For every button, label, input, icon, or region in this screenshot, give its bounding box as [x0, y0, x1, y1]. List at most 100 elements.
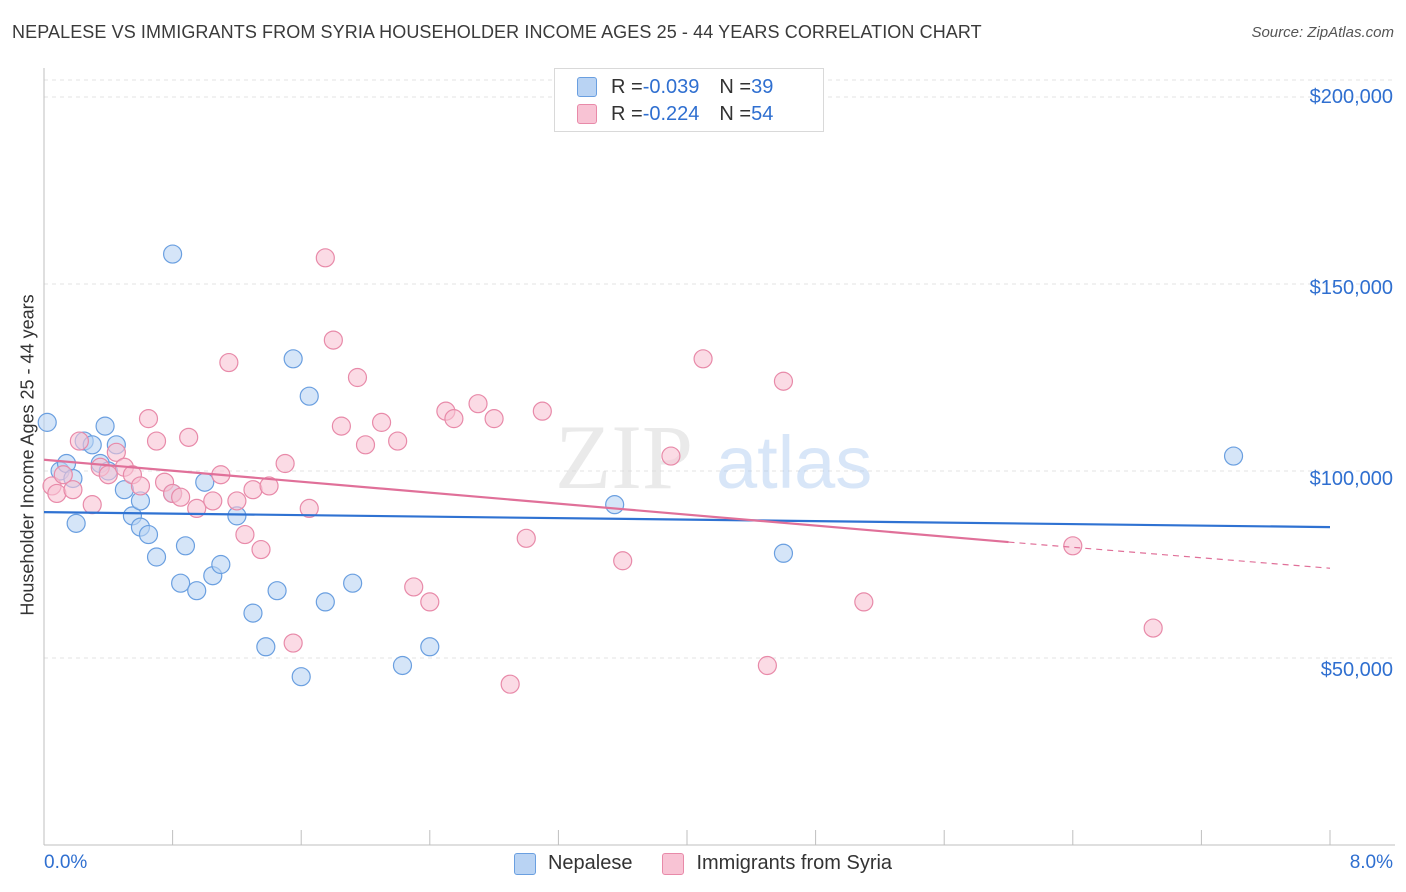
trend-lines	[43, 458, 1331, 569]
point-syria	[259, 476, 279, 496]
point-syria	[1063, 536, 1083, 556]
legend-swatch-syria	[577, 104, 597, 124]
point-syria	[235, 524, 255, 545]
point-syria	[1143, 618, 1163, 638]
point-syria	[500, 674, 520, 694]
point-nepalese	[187, 581, 207, 601]
bottom-legend-label-nepalese: Nepalese	[547, 852, 633, 874]
point-syria	[693, 349, 713, 369]
y-axis-label: Householder Income Ages 25 - 44 years	[17, 294, 38, 616]
point-syria	[82, 495, 102, 515]
legend-n-label: N =	[719, 75, 752, 98]
point-syria	[171, 487, 191, 507]
point-nepalese	[299, 386, 319, 406]
point-syria	[227, 491, 247, 511]
legend-r-label: R =	[611, 102, 643, 125]
legend-n-value: 39	[751, 75, 774, 98]
point-syria	[468, 394, 488, 414]
point-syria	[773, 371, 794, 391]
point-syria	[63, 480, 83, 500]
point-syria	[661, 446, 681, 466]
point-syria	[219, 352, 239, 373]
point-nepalese	[175, 536, 196, 556]
point-syria	[484, 409, 504, 429]
point-syria	[203, 491, 223, 511]
point-syria	[404, 577, 424, 597]
point-syria	[130, 476, 151, 496]
point-syria	[138, 409, 159, 429]
point-syria	[106, 442, 126, 462]
point-syria	[420, 592, 440, 612]
point-syria	[854, 592, 874, 612]
bottom-legend-swatch-nepalese	[513, 852, 536, 875]
point-syria	[315, 248, 335, 268]
point-syria	[179, 427, 199, 447]
bottom-legend-swatch-syria	[662, 852, 685, 875]
point-syria	[355, 435, 376, 455]
watermark-atlas: atlas	[716, 421, 872, 504]
point-nepalese	[420, 637, 440, 657]
y-tick-label: $50,000	[1320, 659, 1393, 681]
point-syria	[275, 453, 295, 474]
bottom-legend-syria: Immigrants from Syria	[662, 852, 892, 875]
legend-r-label: R =	[611, 75, 643, 98]
legend-r-value: -0.039	[642, 75, 700, 98]
point-syria	[146, 431, 167, 451]
point-syria	[53, 465, 73, 485]
point-nepalese	[95, 416, 115, 436]
point-syria	[532, 401, 552, 421]
bottom-legend-label-syria: Immigrants from Syria	[696, 852, 893, 874]
point-nepalese	[256, 637, 276, 657]
series-syria	[42, 248, 1163, 694]
point-syria	[444, 409, 464, 429]
point-nepalese	[211, 554, 231, 575]
point-syria	[283, 633, 303, 653]
source-note: Source: ZipAtlas.com	[1251, 24, 1394, 41]
x-max-label: 8.0%	[1349, 852, 1393, 873]
chart-title: NEPALESE VS IMMIGRANTS FROM SYRIA HOUSEH…	[12, 22, 982, 42]
grid	[44, 79, 1395, 659]
point-nepalese	[343, 573, 363, 593]
legend-row-nepalese: R = -0.039 N = 39	[577, 74, 773, 100]
point-syria	[331, 416, 351, 436]
trend-line-syria-extension	[1008, 541, 1331, 569]
point-nepalese	[773, 543, 794, 563]
point-syria	[323, 330, 343, 350]
point-nepalese	[171, 573, 191, 593]
axes	[43, 68, 1395, 846]
y-tick-label: $200,000	[1309, 86, 1393, 108]
point-syria	[47, 483, 67, 504]
legend: R = -0.039 N = 39 R = -0.224 N = 54	[554, 68, 824, 132]
point-syria	[757, 655, 777, 676]
point-nepalese	[1223, 446, 1244, 466]
point-syria	[299, 498, 319, 518]
point-syria	[516, 528, 536, 548]
point-nepalese	[267, 581, 287, 601]
point-nepalese	[283, 349, 303, 369]
point-nepalese	[146, 547, 167, 567]
point-nepalese	[291, 667, 311, 687]
trend-line-syria	[43, 458, 1009, 544]
y-tick-label: $100,000	[1309, 468, 1393, 490]
point-syria	[613, 551, 633, 571]
legend-r-value: -0.224	[642, 102, 700, 125]
point-nepalese	[605, 495, 625, 515]
point-nepalese	[138, 524, 159, 545]
trend-line-nepalese	[43, 511, 1331, 529]
legend-n-label: N =	[719, 102, 752, 125]
point-nepalese	[392, 655, 413, 676]
legend-n-value: 54	[751, 102, 774, 125]
point-nepalese	[163, 244, 183, 264]
y-tick-label: $150,000	[1309, 277, 1393, 299]
point-syria	[243, 480, 263, 500]
point-syria	[371, 412, 392, 432]
point-nepalese	[195, 472, 215, 492]
bottom-legend-nepalese: Nepalese	[513, 852, 633, 875]
point-nepalese	[37, 412, 57, 432]
point-syria	[388, 431, 408, 451]
legend-row-syria: R = -0.224 N = 54	[577, 101, 773, 127]
legend-swatch-nepalese	[577, 77, 597, 97]
point-nepalese	[243, 603, 263, 623]
point-syria	[347, 367, 368, 388]
point-nepalese	[66, 513, 86, 533]
